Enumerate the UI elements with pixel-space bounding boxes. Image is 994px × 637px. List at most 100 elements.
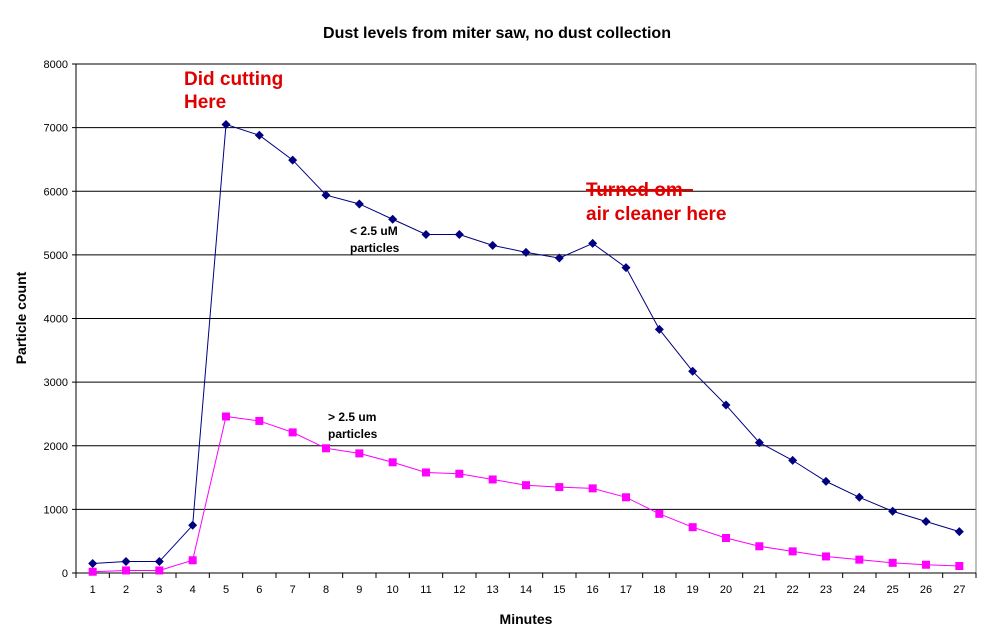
annotation-here: Here bbox=[184, 92, 226, 113]
y-tick-label: 3000 bbox=[44, 377, 68, 389]
data-point-square bbox=[188, 556, 197, 565]
data-point-diamond bbox=[821, 476, 831, 486]
data-point-diamond bbox=[921, 516, 931, 526]
x-tick-label: 22 bbox=[787, 584, 799, 596]
data-point-square bbox=[955, 562, 964, 571]
data-point-diamond bbox=[154, 557, 164, 567]
x-tick-label: 7 bbox=[290, 584, 296, 596]
data-point-square bbox=[855, 555, 864, 564]
x-tick-label: 9 bbox=[356, 584, 362, 596]
x-tick-label: 5 bbox=[223, 584, 229, 596]
x-axis-title: Minutes bbox=[500, 611, 553, 627]
x-tick-label: 10 bbox=[387, 584, 399, 596]
x-tick-label: 27 bbox=[953, 584, 965, 596]
data-point-square bbox=[488, 475, 497, 484]
data-point-square bbox=[355, 449, 364, 458]
x-tick-label: 12 bbox=[453, 584, 465, 596]
series-line-2 bbox=[92, 415, 960, 573]
x-tick-label: 4 bbox=[190, 584, 196, 596]
x-tick-label: 16 bbox=[587, 584, 599, 596]
data-point-diamond bbox=[888, 506, 898, 516]
data-point-square bbox=[788, 547, 797, 556]
label-small-particles-line1: < 2.5 uM bbox=[350, 224, 398, 238]
y-tick-label: 2000 bbox=[44, 441, 68, 453]
data-point-diamond bbox=[621, 263, 631, 273]
data-point-diamond bbox=[454, 230, 464, 240]
x-tick-label: 17 bbox=[620, 584, 632, 596]
data-point-square bbox=[88, 567, 97, 576]
data-point-square bbox=[688, 523, 697, 532]
y-tick-label: 0 bbox=[62, 568, 68, 580]
x-tick-label: 24 bbox=[853, 584, 865, 596]
data-point-diamond bbox=[188, 520, 198, 530]
y-tick-label: 1000 bbox=[44, 504, 68, 516]
data-point-diamond bbox=[354, 199, 364, 209]
data-point-diamond bbox=[754, 438, 764, 448]
y-axis-title: Particle count bbox=[13, 271, 29, 364]
label-large-particles-line2: particles bbox=[328, 427, 378, 441]
data-point-square bbox=[655, 509, 664, 518]
data-point-square bbox=[622, 493, 630, 502]
x-tick-label: 1 bbox=[90, 584, 96, 596]
y-tick-label: 4000 bbox=[44, 314, 68, 326]
y-tick-label: 5000 bbox=[44, 250, 68, 262]
label-large-particles-line1: > 2.5 um bbox=[328, 410, 376, 424]
data-point-diamond bbox=[121, 557, 131, 567]
x-tick-label: 19 bbox=[687, 584, 699, 596]
data-point-square bbox=[388, 458, 397, 467]
x-tick-label: 8 bbox=[323, 584, 329, 596]
x-tick-label: 2 bbox=[123, 584, 129, 596]
data-point-diamond bbox=[688, 366, 698, 376]
x-tick-label: 11 bbox=[420, 584, 431, 596]
x-tick-label: 14 bbox=[520, 584, 532, 596]
x-tick-label: 18 bbox=[653, 584, 665, 596]
data-point-diamond bbox=[954, 527, 964, 537]
data-point-square bbox=[322, 444, 330, 453]
data-point-square bbox=[588, 484, 597, 493]
data-point-diamond bbox=[488, 240, 498, 250]
series-line-1 bbox=[92, 123, 960, 564]
x-tick-label: 20 bbox=[720, 584, 732, 596]
data-point-square bbox=[755, 542, 764, 551]
data-point-diamond bbox=[321, 190, 331, 200]
data-point-diamond bbox=[588, 238, 598, 248]
data-point-diamond bbox=[854, 492, 864, 502]
data-point-square bbox=[455, 469, 464, 478]
data-point-diamond bbox=[554, 253, 564, 263]
data-point-diamond bbox=[421, 230, 431, 240]
annotation-air-cleaner: air cleaner here bbox=[586, 204, 726, 225]
data-point-diamond bbox=[388, 214, 398, 224]
data-point-square bbox=[422, 468, 430, 477]
annotation-did-cutting: Did cutting bbox=[184, 69, 283, 90]
y-tick-label: 6000 bbox=[44, 186, 68, 198]
data-point-diamond bbox=[721, 400, 731, 410]
y-tick-label: 7000 bbox=[44, 123, 68, 135]
series-layer bbox=[88, 119, 964, 576]
x-tick-labels: 1 2 3 4 5 6 7 8 9 10 11 12 13 14 15 16 17 18 19 20 21 22 23 24 2… bbox=[90, 584, 966, 596]
data-point-diamond bbox=[254, 130, 264, 140]
x-tick-label: 3 bbox=[156, 584, 162, 596]
x-tick-label: 6 bbox=[256, 584, 262, 596]
axes bbox=[72, 63, 977, 578]
chart-title: Dust levels from miter saw, no dust coll… bbox=[323, 25, 671, 42]
gridlines bbox=[76, 63, 976, 510]
x-tick-label: 21 bbox=[753, 584, 765, 596]
data-point-diamond bbox=[521, 247, 531, 257]
data-point-diamond bbox=[288, 155, 298, 165]
data-point-square bbox=[155, 566, 164, 575]
data-point-diamond bbox=[654, 324, 664, 334]
data-point-square bbox=[522, 481, 530, 490]
y-tick-label: 8000 bbox=[44, 59, 68, 71]
x-tick-label: 26 bbox=[920, 584, 932, 596]
data-point-square bbox=[222, 412, 230, 421]
x-tick-label: 23 bbox=[820, 584, 832, 596]
y-tick-labels: 0 1000 2000 3000 4000 5000 6000 7000 8000 bbox=[44, 59, 68, 580]
data-point-diamond bbox=[221, 119, 231, 129]
data-point-diamond bbox=[88, 558, 98, 568]
x-tick-label: 13 bbox=[487, 584, 499, 596]
data-point-square bbox=[255, 416, 264, 425]
data-point-square bbox=[122, 566, 130, 575]
data-point-square bbox=[722, 534, 730, 543]
data-point-diamond bbox=[788, 455, 798, 465]
